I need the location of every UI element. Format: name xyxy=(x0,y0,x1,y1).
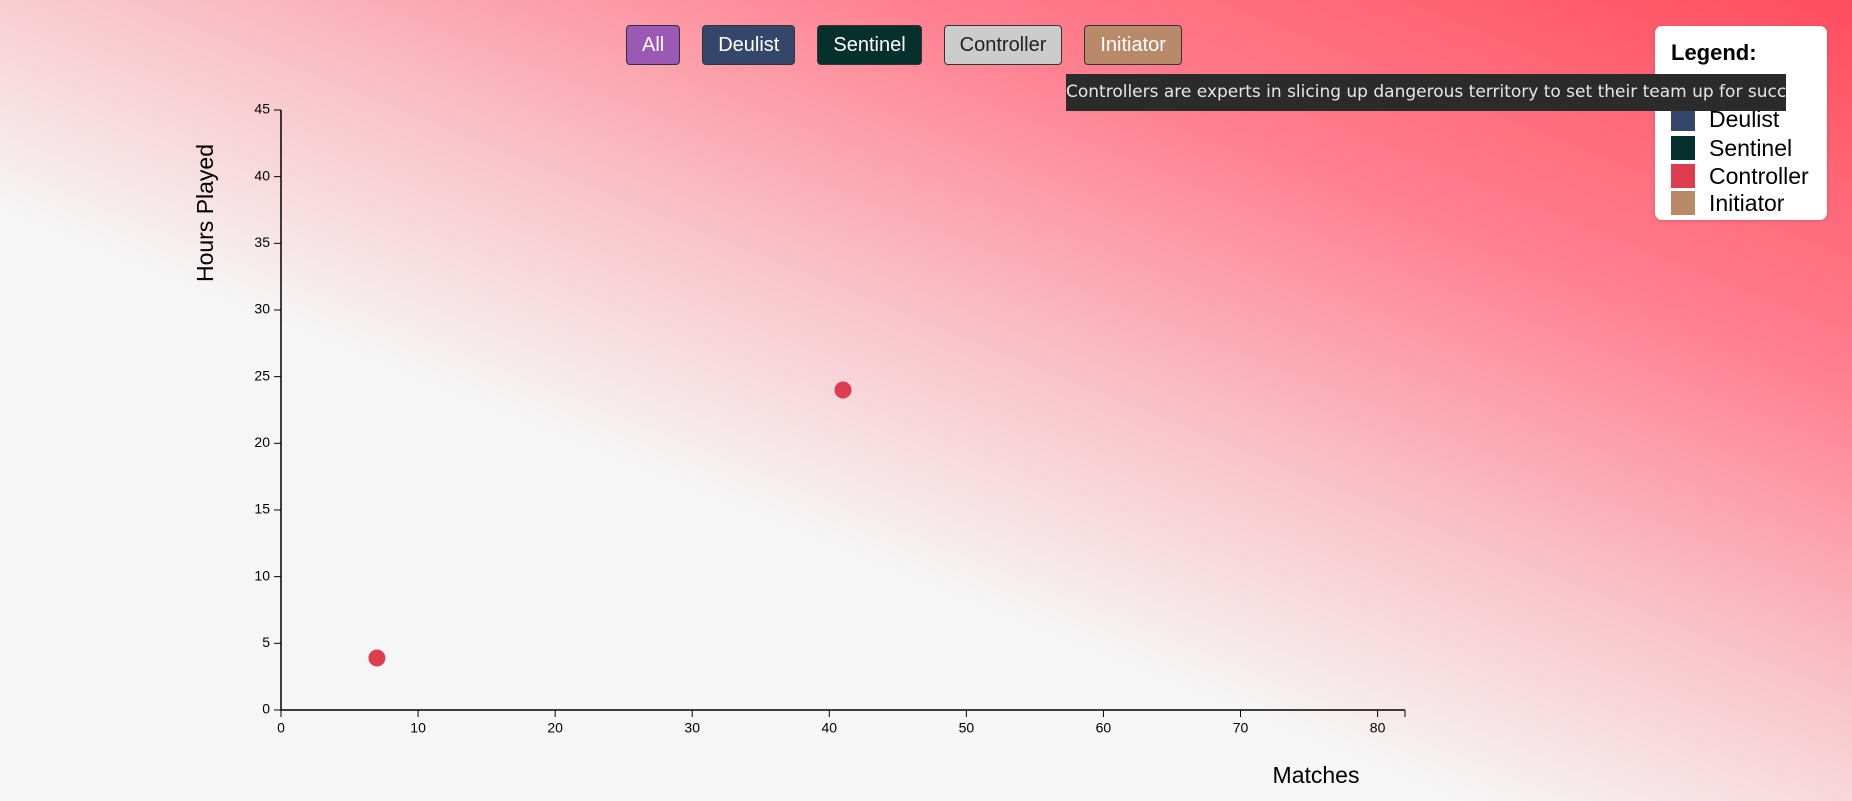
legend-item: Sentinel xyxy=(1671,135,1792,161)
legend-swatch xyxy=(1671,136,1695,160)
y-tick-label: 40 xyxy=(254,167,270,183)
x-tick-label: 10 xyxy=(410,720,426,736)
x-tick-label: 40 xyxy=(822,720,838,736)
y-tick-label: 30 xyxy=(254,301,270,317)
x-tick-label: 30 xyxy=(684,720,700,736)
legend-label: Initiator xyxy=(1709,189,1785,216)
y-tick-label: 35 xyxy=(254,234,270,250)
x-tick-label: 20 xyxy=(547,720,563,736)
x-tick-label: 70 xyxy=(1233,720,1249,736)
filter-button[interactable]: All xyxy=(626,25,681,65)
y-tick-label: 25 xyxy=(254,367,270,383)
x-tick-label: 80 xyxy=(1370,720,1386,736)
scatter-point xyxy=(834,381,852,399)
x-tick-label: 50 xyxy=(959,720,975,736)
y-tick-label: 20 xyxy=(254,434,270,450)
y-tick-label: 5 xyxy=(262,634,270,650)
legend-label: Controller xyxy=(1709,162,1809,189)
legend-label: Sentinel xyxy=(1709,134,1793,161)
y-tick-label: 15 xyxy=(254,501,270,517)
legend-swatch xyxy=(1671,107,1695,131)
legend: Legend: Deulist Sentinel Controller Initiat… xyxy=(1655,26,1827,220)
x-tick-label: 60 xyxy=(1096,720,1112,736)
legend-title: Legend: xyxy=(1671,40,1757,65)
x-axis-label: Matches xyxy=(1273,762,1360,788)
tooltip: Controllers are experts in slicing up da… xyxy=(1066,74,1786,111)
scatter-point xyxy=(368,649,386,667)
filter-button[interactable]: Controller xyxy=(943,25,1063,65)
filter-button[interactable]: Initiator xyxy=(1084,25,1182,65)
legend-swatch xyxy=(1671,191,1695,215)
legend-item: Controller xyxy=(1671,163,1809,189)
filter-button[interactable]: Deulist xyxy=(702,25,796,65)
y-tick-label: 10 xyxy=(254,567,270,583)
legend-swatch xyxy=(1671,164,1695,188)
x-tick-label: 0 xyxy=(277,720,285,736)
y-tick-label: 0 xyxy=(262,701,270,717)
filter-bar: All Deulist Sentinel Controller Initiator xyxy=(626,25,1182,65)
legend-item: Initiator xyxy=(1671,190,1784,216)
y-tick-label: 45 xyxy=(254,101,270,117)
filter-button[interactable]: Sentinel xyxy=(817,25,922,65)
y-axis-label: Hours Played xyxy=(192,144,218,282)
